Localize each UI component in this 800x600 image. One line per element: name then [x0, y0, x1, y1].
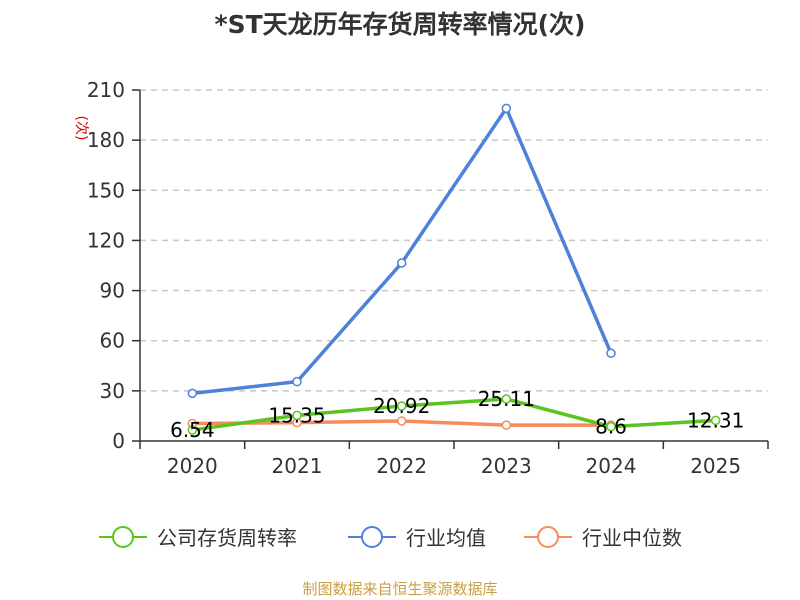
y-tick-label: 90	[100, 279, 125, 303]
data-label: 12.31	[687, 408, 744, 432]
series-line	[192, 106, 613, 396]
source-note: 制图数据来自恒生聚源数据库	[302, 580, 497, 598]
data-labels: 6.54 15.35 20.92 25.11 8.6 12.31	[170, 387, 744, 442]
legend-marker	[361, 526, 383, 548]
y-axis-label: (次)	[73, 116, 89, 141]
series-lines	[187, 103, 721, 435]
y-tick-label: 120	[87, 228, 125, 252]
data-point	[501, 394, 512, 404]
legend: 公司存货周转率 行业均值 行业中位数	[99, 526, 682, 550]
data-point	[606, 348, 616, 358]
y-tick-label: 150	[87, 178, 125, 202]
y-tick-label: 210	[87, 78, 125, 102]
data-point	[292, 410, 302, 421]
data-point	[396, 401, 407, 411]
x-tick-label: 2023	[481, 454, 532, 478]
data-label: 6.54	[170, 418, 215, 442]
data-point	[396, 258, 407, 268]
legend-marker	[537, 526, 559, 548]
chart-title: *ST天龙历年存货周转率情况(次)	[215, 10, 586, 39]
y-tick-label: 0	[112, 429, 125, 453]
y-tick-label: 60	[100, 329, 125, 353]
data-point	[501, 103, 512, 114]
data-label: 15.35	[268, 403, 325, 427]
x-tick-label: 2024	[586, 454, 637, 478]
axes	[132, 89, 769, 449]
data-point	[606, 421, 616, 432]
grid-lines	[140, 89, 768, 392]
data-point	[187, 425, 198, 435]
legend-label: 公司存货周转率	[157, 526, 297, 550]
legend-label: 行业均值	[406, 526, 486, 550]
data-point	[501, 420, 512, 430]
y-tick-label: 180	[87, 128, 125, 152]
data-point	[396, 416, 407, 426]
x-tick-label: 2022	[376, 454, 427, 478]
x-tick-label: 2021	[272, 454, 323, 478]
series-line	[192, 397, 716, 432]
data-point	[187, 388, 198, 399]
y-tick-label: 30	[100, 379, 125, 403]
data-point	[710, 415, 721, 426]
data-label: 8.6	[595, 415, 627, 439]
data-label: 25.11	[478, 387, 535, 411]
legend-label: 行业中位数	[582, 526, 682, 550]
x-tick-label: 2025	[690, 454, 741, 478]
data-label: 20.92	[373, 394, 430, 418]
x-tick-labels: 2020 2021 2022 2023 2024 2025	[167, 454, 741, 478]
legend-marker	[112, 526, 134, 548]
x-tick-label: 2020	[167, 454, 218, 478]
data-point	[292, 376, 302, 387]
y-tick-labels: 0 30 60 90 120 150 180 210	[87, 78, 125, 453]
